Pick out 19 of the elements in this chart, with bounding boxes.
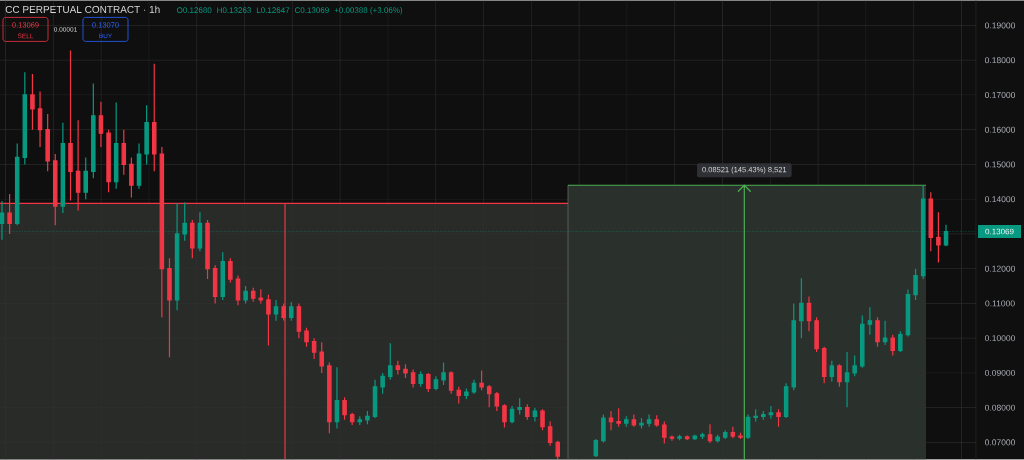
y-tick-label: 0.16000 (984, 126, 1016, 133)
y-tick-label: 0.08000 (984, 404, 1016, 411)
y-tick-label: 0.12000 (984, 265, 1016, 272)
annotation: O0.12680 (177, 7, 212, 13)
y-tick-label: 0.07000 (984, 439, 1016, 446)
y-tick-label: 0.18000 (984, 57, 1016, 64)
annotation: +0.00388 (+3.06%) (334, 7, 403, 15)
ref-line-label: 0.13069 (985, 228, 1014, 235)
chart-title: CC PERPETUAL CONTRACT · 1h (5, 5, 160, 13)
y-tick-label: 0.17000 (984, 91, 1016, 98)
y-tick-label: 0.11000 (985, 300, 1015, 307)
y-tick-label: 0.14000 (984, 196, 1016, 203)
annotation: H0.13263 (217, 7, 251, 13)
y-tick-label: 0.10000 (984, 335, 1016, 342)
annotation: C0.13069 (294, 7, 329, 13)
y-tick-label: 0.15000 (984, 161, 1016, 168)
annotation: L0.12647 (256, 7, 290, 13)
y-tick-label: 0.09000 (984, 369, 1016, 376)
y-tick-label: 0.19000 (984, 22, 1016, 29)
